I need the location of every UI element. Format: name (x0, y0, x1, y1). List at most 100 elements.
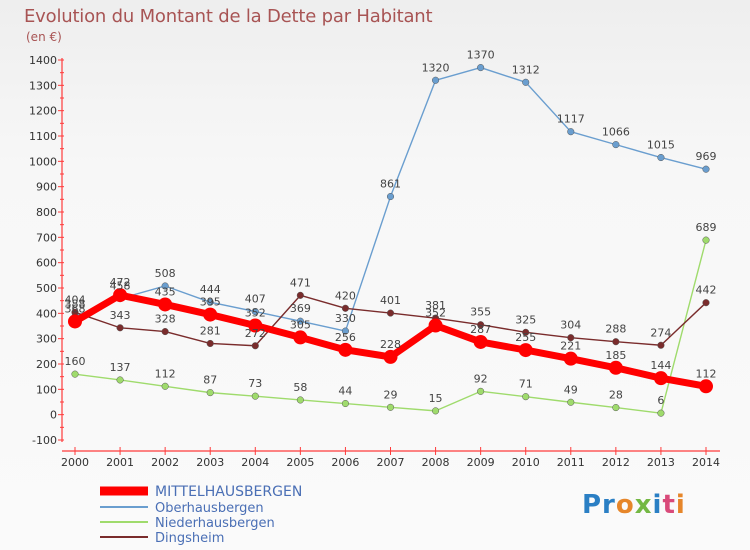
data-label: 185 (605, 349, 626, 362)
data-point (116, 376, 124, 384)
data-label: 28 (609, 389, 623, 402)
data-label: 395 (200, 296, 221, 309)
data-point (518, 343, 533, 358)
data-point (248, 318, 263, 333)
data-label: 969 (696, 150, 717, 163)
data-point (432, 407, 440, 415)
data-point (386, 192, 395, 201)
data-point (653, 371, 668, 386)
data-point (477, 64, 485, 72)
data-point (338, 342, 353, 357)
data-label: 401 (380, 294, 401, 307)
data-label: 137 (110, 361, 131, 374)
data-label: 1370 (467, 49, 495, 62)
data-label: 325 (515, 313, 536, 326)
y-tick-label: 700 (36, 231, 57, 244)
data-point (158, 297, 173, 312)
data-point (206, 389, 214, 397)
data-label: 355 (470, 306, 491, 319)
data-label: 1312 (512, 63, 540, 76)
y-tick-label: 300 (36, 333, 57, 346)
data-label: 58 (293, 381, 307, 394)
data-label: 407 (245, 293, 266, 306)
data-point (206, 298, 214, 306)
data-label: 861 (380, 178, 401, 191)
data-point (71, 370, 79, 378)
x-tick-label: 2009 (467, 456, 495, 469)
y-tick-label: 600 (36, 257, 57, 270)
x-tick-label: 2005 (286, 456, 314, 469)
data-point (522, 393, 530, 401)
data-label: 689 (696, 221, 717, 234)
data-point (383, 349, 398, 364)
data-point (432, 76, 440, 84)
data-label: 508 (155, 267, 176, 280)
data-label: 44 (338, 385, 352, 398)
data-label: 369 (290, 302, 311, 315)
data-label: 288 (605, 323, 626, 336)
legend-label: Oberhausbergen (155, 501, 264, 516)
data-point (203, 307, 218, 322)
data-label: 352 (245, 306, 266, 319)
data-point (612, 141, 620, 149)
y-tick-label: 500 (36, 282, 57, 295)
data-point (296, 317, 304, 325)
y-tick-label: 900 (36, 181, 57, 194)
data-point (699, 379, 713, 394)
y-tick-label: 0 (50, 409, 57, 422)
data-label: 287 (470, 323, 491, 336)
data-point (477, 321, 485, 329)
data-label: 305 (290, 318, 311, 331)
data-label: 352 (425, 306, 446, 319)
data-label: 420 (335, 289, 356, 302)
x-tick-label: 2004 (241, 456, 269, 469)
x-tick-label: 2003 (196, 456, 224, 469)
data-label: 272 (245, 327, 266, 340)
data-label: 221 (560, 340, 581, 353)
data-point (341, 304, 349, 312)
data-point (116, 324, 124, 332)
data-label: 1320 (422, 61, 450, 74)
y-tick-label: -100 (32, 434, 57, 447)
data-label: 435 (155, 285, 176, 298)
data-label: 160 (65, 355, 86, 368)
data-point (702, 165, 710, 173)
data-label: 343 (110, 309, 131, 322)
data-point (386, 309, 395, 317)
data-point (251, 392, 259, 400)
y-tick-label: 800 (36, 206, 57, 219)
x-tick-label: 2011 (557, 456, 585, 469)
y-tick-label: 100 (36, 383, 57, 396)
data-point (251, 308, 259, 316)
data-label: 388 (65, 297, 86, 310)
x-tick-label: 2006 (331, 456, 359, 469)
data-label: 328 (155, 313, 176, 326)
y-tick-label: 1100 (29, 130, 57, 143)
data-point (477, 387, 485, 395)
data-point (68, 314, 82, 329)
data-label: 472 (110, 276, 131, 289)
x-tick-label: 2007 (377, 456, 405, 469)
y-tick-label: 1400 (29, 54, 57, 67)
data-point (567, 128, 575, 136)
chart-title: Evolution du Montant de la Dette par Hab… (24, 6, 433, 27)
data-point (473, 334, 488, 349)
data-point (296, 291, 304, 299)
data-label: 368 (65, 302, 86, 315)
data-label: 304 (560, 319, 581, 332)
data-label: 15 (429, 392, 443, 405)
data-label: 228 (380, 338, 401, 351)
y-tick-label: 200 (36, 358, 57, 371)
data-point (657, 153, 665, 162)
data-point (567, 398, 575, 406)
data-label: 73 (248, 377, 262, 390)
data-label: 1066 (602, 126, 630, 139)
y-tick-label: 1300 (29, 79, 57, 92)
data-label: 144 (650, 359, 671, 372)
chart-subtitle: (en €) (26, 30, 62, 44)
data-label: 444 (200, 283, 221, 296)
data-point (296, 396, 304, 404)
y-tick-label: 400 (36, 307, 57, 320)
